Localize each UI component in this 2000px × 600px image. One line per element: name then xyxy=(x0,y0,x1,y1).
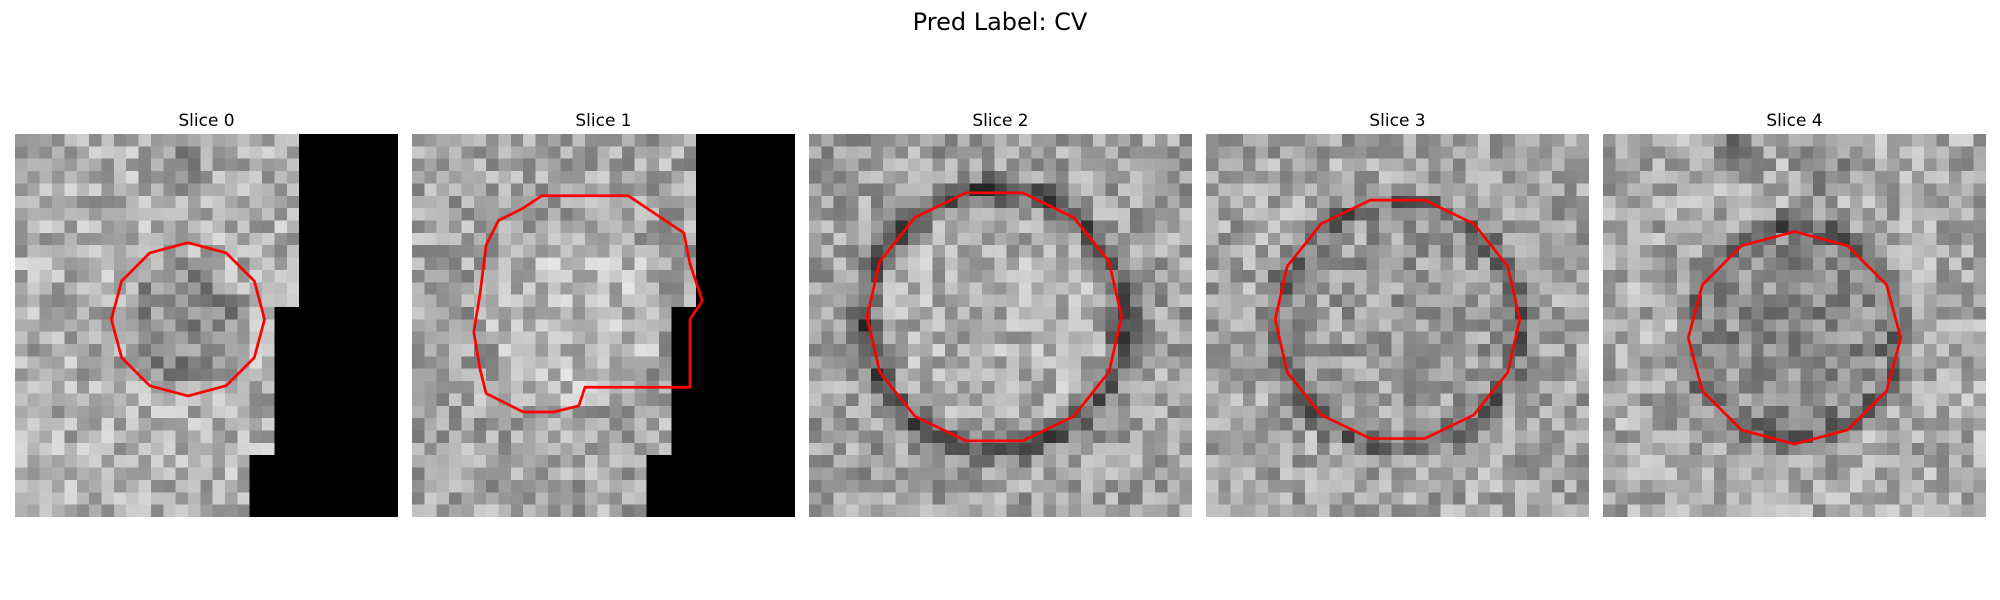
pixel-grid xyxy=(809,134,1192,517)
slice-image-1 xyxy=(412,134,795,517)
slice-image-4 xyxy=(1603,134,1986,517)
slice-panel-0: Slice 0 xyxy=(15,108,398,517)
slice-title-0: Slice 0 xyxy=(178,111,235,131)
pixel-grid xyxy=(1603,134,1986,517)
slice-panel-2: Slice 2 xyxy=(809,108,1192,517)
slice-image-0 xyxy=(15,134,398,517)
slice-image-2 xyxy=(809,134,1192,517)
segmentation-contour xyxy=(1273,198,1522,440)
pixel-grid xyxy=(412,134,795,517)
slice-title-2: Slice 2 xyxy=(972,111,1029,131)
slice-panel-3: Slice 3 xyxy=(1206,108,1589,517)
segmentation-contour xyxy=(110,241,266,398)
slice-panel-4: Slice 4 xyxy=(1603,108,1986,517)
segmentation-contour xyxy=(472,194,704,414)
pixel-grid xyxy=(1206,134,1589,517)
segmentation-contour xyxy=(1686,230,1903,446)
slice-title-3: Slice 3 xyxy=(1369,111,1426,131)
slice-title-1: Slice 1 xyxy=(575,111,632,131)
figure-title: Pred Label: CV xyxy=(912,8,1088,36)
slice-image-3 xyxy=(1206,134,1589,517)
segmentation-contour xyxy=(865,191,1123,443)
slice-panel-1: Slice 1 xyxy=(412,108,795,517)
pixel-grid xyxy=(15,134,398,517)
slice-title-4: Slice 4 xyxy=(1766,111,1823,131)
